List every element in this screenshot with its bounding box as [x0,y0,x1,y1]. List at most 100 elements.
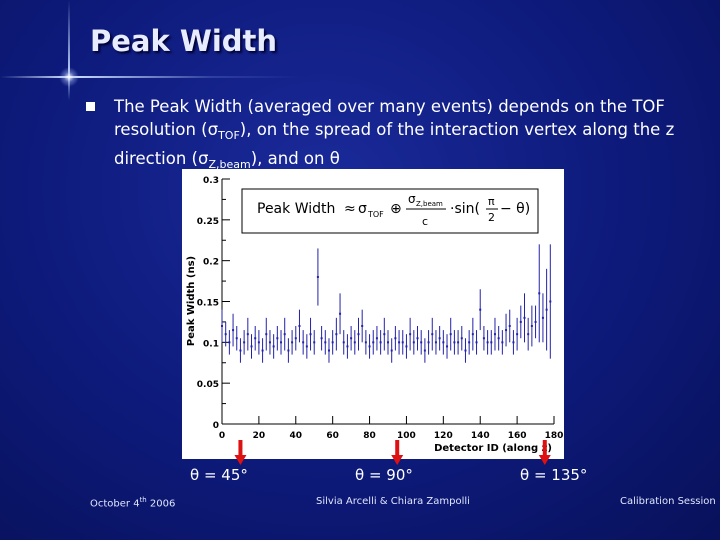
data-point [549,300,552,303]
data-point [283,333,286,336]
data-point [232,329,235,332]
x-tick-label: 180 [545,431,564,441]
decorative-horizontal-line [0,76,300,78]
data-point [490,341,493,344]
footer-authors: Silvia Arcelli & Chiara Zampolli [316,496,470,507]
data-point [302,341,305,344]
bullet-sub-zbeam: Z,beam [208,158,251,171]
data-point [493,333,496,336]
data-point [442,341,445,344]
data-point [401,341,404,344]
data-point [390,349,393,352]
x-ticks: 0 20 40 60 80 100 120 140 160 180 [219,416,564,441]
data-point [479,308,482,311]
formula-pi: π [488,195,495,208]
y-tick-label: 0.2 [203,258,219,268]
x-tick-label: 100 [397,431,416,441]
x-tick-label: 20 [253,431,266,441]
bullet-text-part3: ), and on θ [250,149,340,168]
data-point [257,341,260,344]
formula-sigma-tof-sub: TOF [367,210,384,219]
data-point [405,345,408,348]
y-tick-label: 0.15 [197,299,219,309]
data-point [508,325,511,327]
data-point [239,349,242,352]
footer-date-sup: th [139,496,147,504]
data-point [361,325,364,327]
bullet-text: The Peak Width (averaged over many event… [114,95,684,176]
formula-box: Peak Width ≈ σ TOF ⊕ σ Z,beam c ·sin( π … [241,188,539,234]
data-point [320,337,323,340]
data-point [331,341,334,344]
x-tick-label: 120 [434,431,453,441]
y-tick-label: 0.1 [203,339,219,349]
data-point [235,337,238,340]
bullet-text-part1: The Peak Width (averaged over many event… [114,97,665,139]
y-axis-label: Peak Width (ns) [186,256,197,346]
formula-num-sigma: σ [408,192,416,206]
data-point [350,337,353,340]
formula-oplus: ⊕ [390,201,402,217]
data-point [357,333,360,336]
data-point [246,333,249,336]
y-tick-label: 0.3 [203,176,219,186]
data-point [545,308,548,311]
data-point [379,341,382,344]
data-point [460,337,463,340]
formula-approx: ≈ [344,201,356,217]
data-point [398,341,401,344]
data-point [534,320,537,323]
data-point [387,341,389,344]
data-point [505,329,508,332]
formula-num-sub: Z,beam [416,200,443,208]
data-point [339,312,342,315]
data-point [313,341,316,344]
bullet-text-part2: ), on the spread of the interaction vert… [114,120,675,168]
data-point [394,337,397,340]
data-point [416,337,419,340]
theta-135-label: θ = 135° [520,466,588,484]
data-point [324,341,327,344]
y-ticks: 0 0.05 0.1 0.15 0.2 0.25 0.3 [197,176,230,431]
theta-45-label: θ = 45° [190,466,248,484]
formula-two: 2 [488,211,495,224]
y-tick-label: 0 [213,421,219,431]
y-tick-label: 0.05 [197,380,219,390]
formula-box-frame [241,188,539,234]
data-point [353,341,356,344]
data-point [276,337,279,340]
data-point [327,349,330,352]
data-point [268,341,271,344]
data-point [420,341,423,344]
decorative-star-glow [59,67,79,87]
data-point [291,341,294,344]
data-point [409,333,412,336]
data-point [468,341,471,344]
data-point [316,276,319,278]
formula-sin: ·sin( [450,201,480,217]
data-point [446,345,449,348]
data-point [464,349,467,352]
data-point [224,333,227,336]
footer-date-year: 2006 [146,498,176,510]
data-point [449,333,452,336]
bullet-square-icon [86,102,95,111]
data-point [434,341,437,344]
data-point [427,341,430,344]
x-tick-label: 80 [363,431,376,441]
data-point [438,337,441,340]
data-point [243,341,246,344]
footer-date: October 4th 2006 [90,496,175,509]
data-point [512,341,515,344]
data-point [519,320,522,323]
data-points [221,244,552,363]
data-point [523,316,526,319]
data-point [453,341,456,344]
decorative-vertical-line [68,0,70,100]
x-tick-label: 140 [471,431,490,441]
data-point [221,325,223,327]
data-point [471,333,474,336]
data-point [482,337,485,340]
data-point [294,337,297,340]
data-point [298,325,301,327]
